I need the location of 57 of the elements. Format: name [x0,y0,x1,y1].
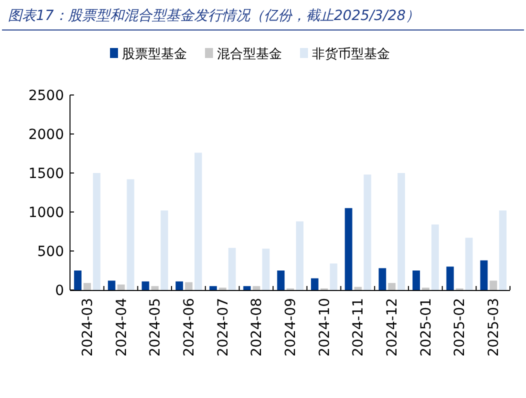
bar [310,278,318,290]
bar [194,152,202,290]
y-tick-label: 2000 [28,127,64,143]
bar [431,224,439,290]
bar [490,280,498,290]
bar [277,270,285,290]
y-tick-label: 1500 [28,166,64,182]
x-tick-label: 2025-01 [418,298,434,356]
bar [126,179,134,290]
bar [74,270,82,290]
x-tick-label: 2024-12 [384,298,401,356]
bar [296,221,304,290]
x-tick-label: 2024-10 [316,298,333,356]
legend-label: 混合型基金 [217,47,282,62]
bar [117,284,125,290]
bar [364,174,372,290]
x-tick-label: 2025-02 [452,298,468,356]
bar [84,282,91,290]
x-tick-label: 2024-09 [283,298,299,356]
legend-label: 股票型基金 [122,47,187,62]
bar [398,173,406,290]
bar [176,281,184,290]
bar [465,238,473,290]
bar [262,248,270,290]
x-tick-label: 2025-03 [486,298,502,356]
bar [228,248,236,290]
bar [92,173,100,290]
x-tick-label: 2024-03 [80,298,96,356]
bar [160,210,168,290]
x-tick-label: 2024-04 [114,298,130,356]
bar [480,260,488,290]
x-tick-label: 2024-06 [181,298,198,356]
bar [151,286,159,290]
bar [108,280,116,290]
bar [252,286,260,290]
bar [412,270,420,290]
x-tick-label: 2024-07 [215,298,232,356]
chart-title: 图表17：股票型和混合型基金发行情况（亿份，截止2025/3/28） [8,8,420,24]
bar [354,286,362,290]
bar [209,286,217,290]
bar [446,266,454,290]
bar [388,282,396,290]
bar [142,281,150,290]
bar [499,210,507,290]
x-tick-label: 2024-05 [148,298,164,356]
x-tick-label: 2024-08 [249,298,266,356]
bar [378,268,386,290]
bar [185,282,192,290]
bar [330,263,338,290]
y-tick-label: 2500 [28,88,64,104]
y-tick-label: 500 [37,244,64,260]
x-tick-label: 2024-11 [350,298,367,356]
bar [344,208,352,290]
legend-label: 非货币型基金 [312,47,390,62]
y-tick-label: 0 [55,283,64,299]
bar [243,286,251,290]
y-tick-label: 1000 [28,205,64,221]
